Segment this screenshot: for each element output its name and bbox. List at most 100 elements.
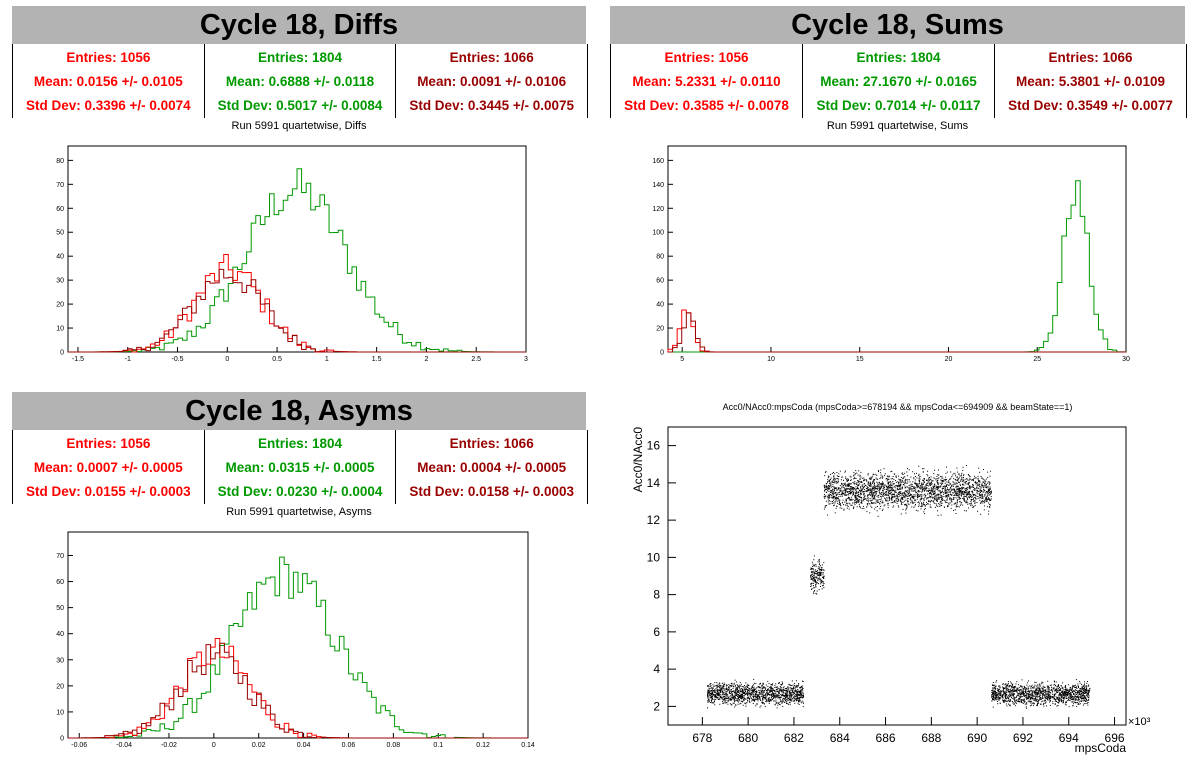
scatter-point (879, 499, 881, 501)
scatter-point (1013, 698, 1015, 700)
scatter-point (974, 477, 976, 479)
scatter-point (786, 691, 788, 693)
scatter-point (754, 695, 756, 697)
scatter-point (975, 483, 977, 485)
scatter-point (934, 499, 936, 501)
scatter-point (913, 495, 915, 497)
scatter-point (1077, 685, 1079, 687)
scatter-point (1089, 688, 1091, 690)
scatter-point (739, 693, 741, 695)
scatter-point (953, 488, 955, 490)
scatter-point (974, 489, 976, 491)
scatter-point (738, 689, 740, 691)
scatter-point (1037, 700, 1039, 702)
scatter-point (879, 478, 881, 480)
scatter-point (925, 489, 927, 491)
scatter-point (928, 489, 930, 491)
x-tick-label: 10 (767, 356, 775, 363)
scatter-point (860, 502, 862, 504)
scatter-point (815, 565, 817, 567)
scatter-point (989, 491, 991, 493)
scatter-point (974, 488, 976, 490)
scatter-point (779, 698, 781, 700)
scatter-point (729, 698, 731, 700)
scatter-point (858, 491, 860, 493)
scatter-point (888, 499, 890, 501)
scatter-point (810, 574, 812, 576)
scatter-point (773, 690, 775, 692)
scatter-point (843, 483, 845, 485)
scatter-point (885, 493, 887, 495)
scatter-point (981, 483, 983, 485)
scatter-point (954, 483, 956, 485)
scatter-point (926, 480, 928, 482)
scatter-point (1040, 703, 1042, 705)
scatter-point (857, 498, 859, 500)
scatter-point (728, 686, 730, 688)
scatter-point (973, 497, 975, 499)
scatter-point (843, 493, 845, 495)
scatter-point (859, 505, 861, 507)
scatter-point (852, 486, 854, 488)
scatter-point (968, 475, 970, 477)
scatter-point (759, 699, 761, 701)
scatter-point (946, 506, 948, 508)
scatter-point (891, 495, 893, 497)
scatter-point (982, 481, 984, 483)
scatter-point (1057, 696, 1059, 698)
scatter-point (751, 686, 753, 688)
scatter-point (850, 491, 852, 493)
y-tick-label: 60 (56, 579, 64, 586)
scatter-point (882, 490, 884, 492)
scatter-point (972, 485, 974, 487)
scatter-point (979, 485, 981, 487)
scatter-point (811, 582, 813, 584)
scatter-point (859, 478, 861, 480)
scatter-point (892, 486, 894, 488)
scatter-point (732, 687, 734, 689)
scatter-point (1019, 685, 1021, 687)
scatter-point (1027, 698, 1029, 700)
scatter-point (755, 696, 757, 698)
scatter-point (1014, 697, 1016, 699)
scatter-point (1051, 693, 1053, 695)
scatter-point (724, 683, 726, 685)
scatter-point (716, 692, 718, 694)
std-label: Std Dev: 0.3585 +/- 0.0078 (624, 98, 789, 113)
scatter-point (723, 682, 725, 684)
scatter-point (993, 696, 995, 698)
scatter-point (738, 687, 740, 689)
scatter-point (799, 698, 801, 700)
scatter-point (952, 499, 954, 501)
scatter-point (988, 484, 990, 486)
scatter-point (1064, 686, 1066, 688)
scatter-point (946, 492, 948, 494)
scatter-point (936, 480, 938, 482)
scatter-point (927, 479, 929, 481)
scatter-point (881, 509, 883, 511)
scatter-point (850, 486, 852, 488)
scatter-point (813, 572, 815, 574)
scatter-point (1087, 693, 1089, 695)
scatter-point (714, 695, 716, 697)
scatter-point (748, 693, 750, 695)
scatter-point (757, 700, 759, 702)
scatter-point (824, 495, 826, 497)
scatter-point (873, 502, 875, 504)
scatter-point (799, 691, 801, 693)
scatter-point (961, 483, 963, 485)
scatter-point (1046, 685, 1048, 687)
scatter-point (810, 583, 812, 585)
scatter-point (813, 592, 815, 594)
scatter-point (731, 692, 733, 694)
scatter-point (937, 483, 939, 485)
scatter-point (954, 478, 956, 480)
scatter-point (976, 485, 978, 487)
std-label: Std Dev: 0.3445 +/- 0.0075 (409, 98, 575, 113)
scatter-point (906, 507, 908, 509)
scatter-point (756, 696, 758, 698)
scatter-point (889, 487, 891, 489)
scatter-point (972, 494, 974, 496)
scatter-point (946, 498, 948, 500)
scatter-point (763, 695, 765, 697)
